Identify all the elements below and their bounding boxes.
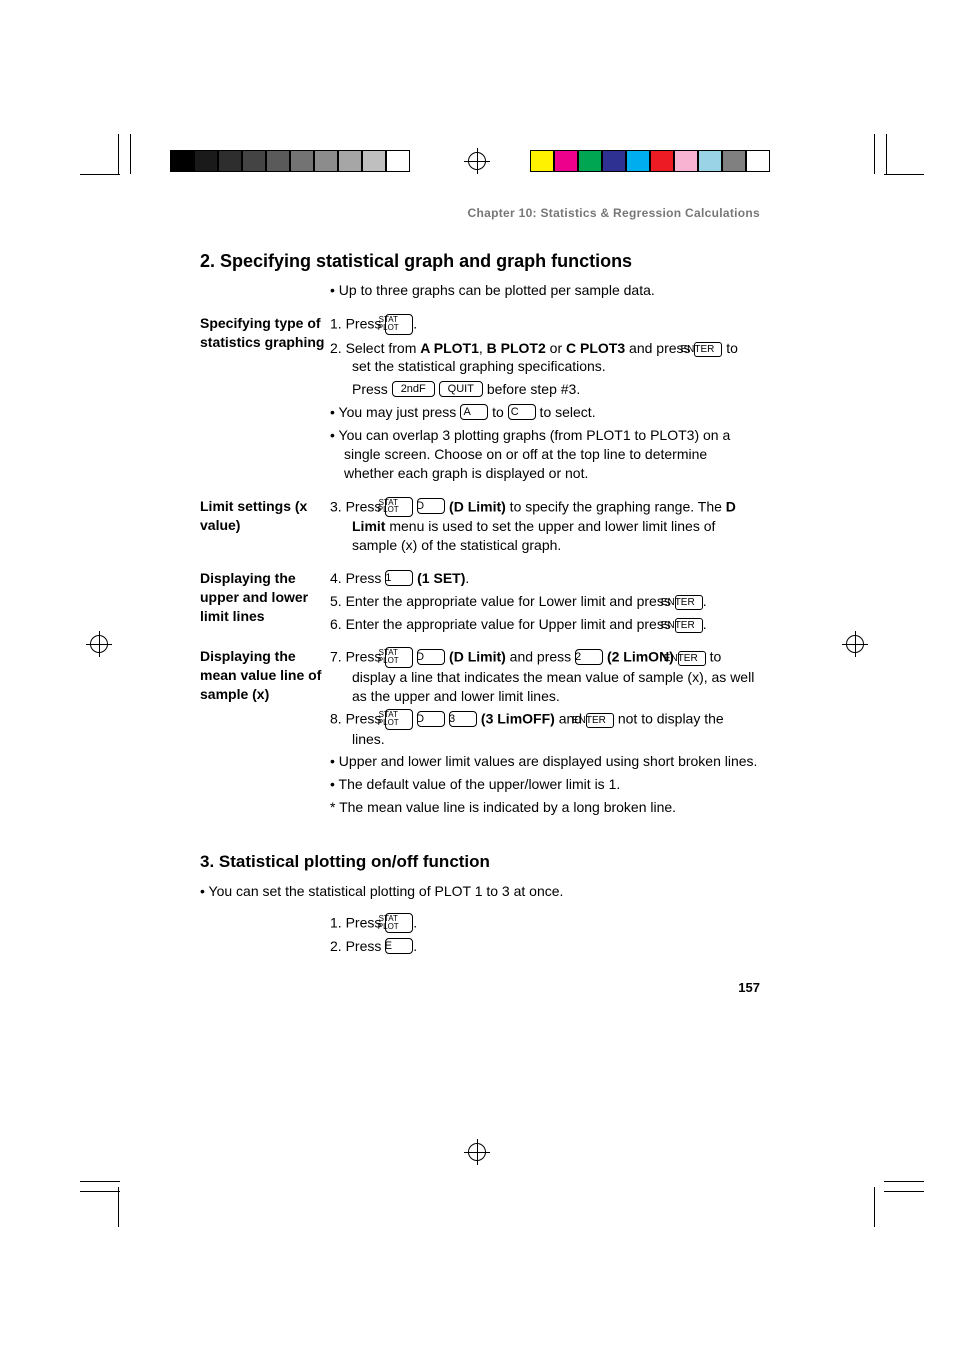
color-swatch: [602, 150, 626, 172]
swatch-row-left: [170, 150, 410, 172]
section-3-title: 3. Statistical plotting on/off function: [200, 851, 760, 874]
color-swatch: [674, 150, 698, 172]
key-enter: ENTER: [678, 651, 706, 666]
block-specifying-type: Specifying type of statistics graphing 1…: [200, 314, 760, 486]
color-swatch: [266, 150, 290, 172]
key-e: E: [385, 938, 413, 954]
step-8: 8. Press STATPLOT D 3 (3 LimOFF) and ENT…: [330, 709, 760, 748]
key-2: 2: [575, 649, 603, 665]
color-swatch: [362, 150, 386, 172]
key-d: D: [417, 498, 445, 514]
color-swatch: [746, 150, 770, 172]
key-stat-plot: STATPLOT: [385, 314, 413, 334]
bullet-press-a-c: • You may just press A to C to select.: [330, 403, 760, 422]
bullet-overlap: • You can overlap 3 plotting graphs (fro…: [330, 426, 760, 483]
key-c: C: [508, 404, 536, 420]
step-7: 7. Press STATPLOT D (D Limit) and press …: [330, 647, 760, 705]
registration-mark-bottom: [468, 1143, 486, 1161]
side-displaying-limits: Displaying the upper and lower limit lin…: [200, 569, 330, 638]
bullet-default-1: • The default value of the upper/lower l…: [330, 775, 760, 794]
step-3: 3. Press STATPLOT D (D Limit) to specify…: [330, 497, 760, 555]
registration-mark-left: [90, 635, 108, 653]
color-swatch: [530, 150, 554, 172]
color-swatch: [578, 150, 602, 172]
key-stat-plot: STATPLOT: [385, 497, 413, 517]
registration-mark-right: [846, 635, 864, 653]
side-displaying-mean: Displaying the mean value line of sample…: [200, 647, 330, 821]
color-swatch: [698, 150, 722, 172]
key-d: D: [417, 711, 445, 727]
key-stat-plot: STATPLOT: [385, 647, 413, 667]
registration-mark-top: [468, 152, 486, 170]
side-specifying-type: Specifying type of statistics graphing: [200, 314, 330, 486]
key-d: D: [417, 649, 445, 665]
key-enter: ENTER: [694, 342, 722, 357]
key-enter: ENTER: [675, 618, 703, 633]
step-6: 6. Enter the appropriate value for Upper…: [330, 615, 760, 634]
page-number: 157: [738, 979, 760, 997]
key-enter: ENTER: [586, 713, 614, 728]
key-quit: QUIT: [439, 381, 483, 397]
key-2ndf: 2ndF: [392, 381, 435, 397]
bullet-short-broken: • Upper and lower limit values are displ…: [330, 752, 760, 771]
color-swatch: [290, 150, 314, 172]
block-displaying-limits: Displaying the upper and lower limit lin…: [200, 569, 760, 638]
step-1: 1. Press STATPLOT.: [330, 314, 760, 334]
step-4: 4. Press 1 (1 SET).: [330, 569, 760, 588]
color-swatch: [314, 150, 338, 172]
chapter-header: Chapter 10: Statistics & Regression Calc…: [200, 205, 760, 221]
section-3-intro: • You can set the statistical plotting o…: [200, 882, 760, 901]
key-a: A: [460, 404, 488, 420]
key-enter: ENTER: [675, 595, 703, 610]
color-swatch: [194, 150, 218, 172]
color-swatch: [650, 150, 674, 172]
color-swatch: [170, 150, 194, 172]
key-stat-plot: STATPLOT: [385, 913, 413, 933]
step-2-sub: Press 2ndF QUIT before step #3.: [352, 380, 760, 399]
step-2: 2. Select from A PLOT1, B PLOT2 or C PLO…: [330, 339, 760, 377]
key-1: 1: [385, 570, 413, 586]
section-2-title: 2. Specifying statistical graph and grap…: [200, 249, 760, 273]
page-content: Chapter 10: Statistics & Regression Calc…: [200, 205, 760, 956]
note-long-broken: * The mean value line is indicated by a …: [330, 798, 760, 817]
block-displaying-mean: Displaying the mean value line of sample…: [200, 647, 760, 821]
s3-step-2: 2. Press E.: [330, 937, 760, 956]
step-5: 5. Enter the appropriate value for Lower…: [330, 592, 760, 611]
section-2-intro: • Up to three graphs can be plotted per …: [330, 281, 760, 300]
color-swatch: [626, 150, 650, 172]
key-3: 3: [449, 711, 477, 727]
color-swatch: [218, 150, 242, 172]
key-stat-plot: STATPLOT: [385, 709, 413, 729]
s3-step-1: 1. Press STATPLOT.: [330, 913, 760, 933]
color-swatch: [554, 150, 578, 172]
color-swatch: [386, 150, 410, 172]
block-limit-settings: Limit settings (x value) 3. Press STATPL…: [200, 497, 760, 559]
color-swatch: [338, 150, 362, 172]
side-limit-settings: Limit settings (x value): [200, 497, 330, 559]
color-swatch: [722, 150, 746, 172]
color-swatch: [242, 150, 266, 172]
swatch-row-right: [530, 150, 770, 172]
section-3-steps: 1. Press STATPLOT. 2. Press E.: [330, 913, 760, 956]
